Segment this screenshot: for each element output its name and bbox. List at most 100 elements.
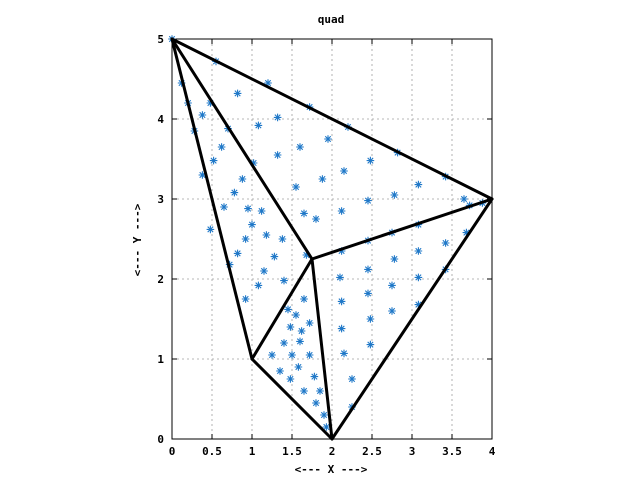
chart-title: quad	[318, 13, 345, 26]
data-point	[288, 351, 296, 359]
y-axis-label: <--- Y --->	[131, 203, 144, 276]
data-point	[278, 235, 287, 243]
data-point	[257, 207, 266, 215]
data-point	[198, 111, 207, 119]
x-tick-label: 3	[409, 445, 416, 458]
data-point	[220, 203, 228, 211]
data-point	[273, 113, 282, 122]
data-point	[300, 387, 308, 395]
data-point	[366, 156, 375, 165]
data-point	[260, 267, 268, 275]
data-point	[322, 423, 331, 431]
data-point	[390, 191, 399, 199]
data-point	[248, 220, 256, 229]
x-tick-label: 1.5	[282, 445, 302, 458]
x-tick-label: 4	[489, 445, 496, 458]
data-point	[276, 367, 284, 375]
mesh-edge	[250, 257, 314, 361]
data-point	[296, 143, 304, 151]
data-point	[233, 249, 242, 258]
data-point	[264, 79, 272, 87]
mesh-edge	[310, 257, 334, 441]
data-point	[366, 340, 375, 349]
y-tick-label: 5	[157, 33, 164, 46]
data-point	[241, 295, 250, 303]
mesh-edge	[170, 37, 494, 201]
y-tick-label: 4	[157, 113, 164, 126]
y-tick-label: 3	[157, 193, 164, 206]
data-point	[286, 323, 295, 331]
data-point	[390, 255, 399, 263]
data-point	[292, 311, 300, 319]
data-point	[414, 273, 423, 282]
data-point	[300, 295, 308, 303]
y-tick-label: 0	[157, 433, 164, 446]
data-point	[254, 121, 263, 130]
data-point	[233, 89, 242, 98]
data-point	[364, 196, 372, 205]
data-point	[348, 375, 356, 383]
data-point	[460, 195, 468, 203]
data-point	[273, 151, 282, 159]
data-point	[217, 143, 226, 151]
data-point	[414, 300, 423, 309]
data-point	[209, 156, 218, 165]
data-point	[414, 180, 423, 189]
data-point	[340, 167, 348, 175]
data-point	[310, 372, 319, 381]
data-point	[441, 239, 450, 247]
data-point	[241, 235, 250, 243]
data-point	[230, 188, 239, 197]
data-point	[337, 247, 346, 255]
data-point	[296, 337, 304, 346]
data-point	[312, 399, 320, 407]
mesh-edge	[170, 37, 254, 361]
data-point	[388, 307, 396, 315]
data-point	[268, 351, 276, 359]
x-tick-label: 1	[249, 445, 256, 458]
mesh-edges	[170, 37, 494, 441]
data-point	[286, 375, 295, 383]
data-point	[364, 265, 372, 274]
data-point	[337, 207, 346, 215]
data-point	[305, 351, 314, 359]
data-point	[388, 281, 396, 290]
data-point	[206, 225, 215, 234]
data-point	[238, 175, 247, 183]
mesh-edge	[170, 37, 314, 261]
data-point	[254, 281, 263, 290]
data-point	[324, 135, 332, 143]
data-point	[244, 204, 252, 213]
y-tick-label: 1	[157, 353, 164, 366]
data-point	[312, 215, 320, 223]
data-point	[462, 228, 471, 237]
data-point	[292, 183, 300, 191]
data-point	[198, 171, 207, 179]
mesh-edge	[310, 197, 494, 261]
x-tick-label: 2	[329, 445, 336, 458]
data-point	[337, 297, 346, 306]
mesh-edge	[250, 357, 334, 441]
data-point	[318, 175, 327, 183]
data-point	[270, 252, 279, 261]
y-tick-label: 2	[157, 273, 164, 286]
data-point	[364, 289, 372, 298]
data-point	[366, 315, 375, 323]
mesh-edge	[330, 197, 494, 441]
x-axis-label: <--- X --->	[295, 463, 368, 476]
tick-labels: 0 0.5 1 1.5 2 2.5 3 3.5 4 0 1 2 3 4 5	[157, 33, 495, 458]
data-point	[302, 251, 311, 259]
data-point	[305, 319, 314, 327]
data-point	[336, 273, 344, 282]
data-point	[294, 363, 303, 371]
data-point	[280, 276, 288, 285]
data-point	[340, 349, 348, 358]
data-point	[337, 324, 346, 333]
data-point	[414, 247, 423, 255]
data-point	[300, 209, 308, 218]
x-tick-label: 2.5	[362, 445, 382, 458]
data-point	[262, 231, 271, 239]
data-point	[316, 387, 324, 395]
data-point	[249, 159, 258, 167]
